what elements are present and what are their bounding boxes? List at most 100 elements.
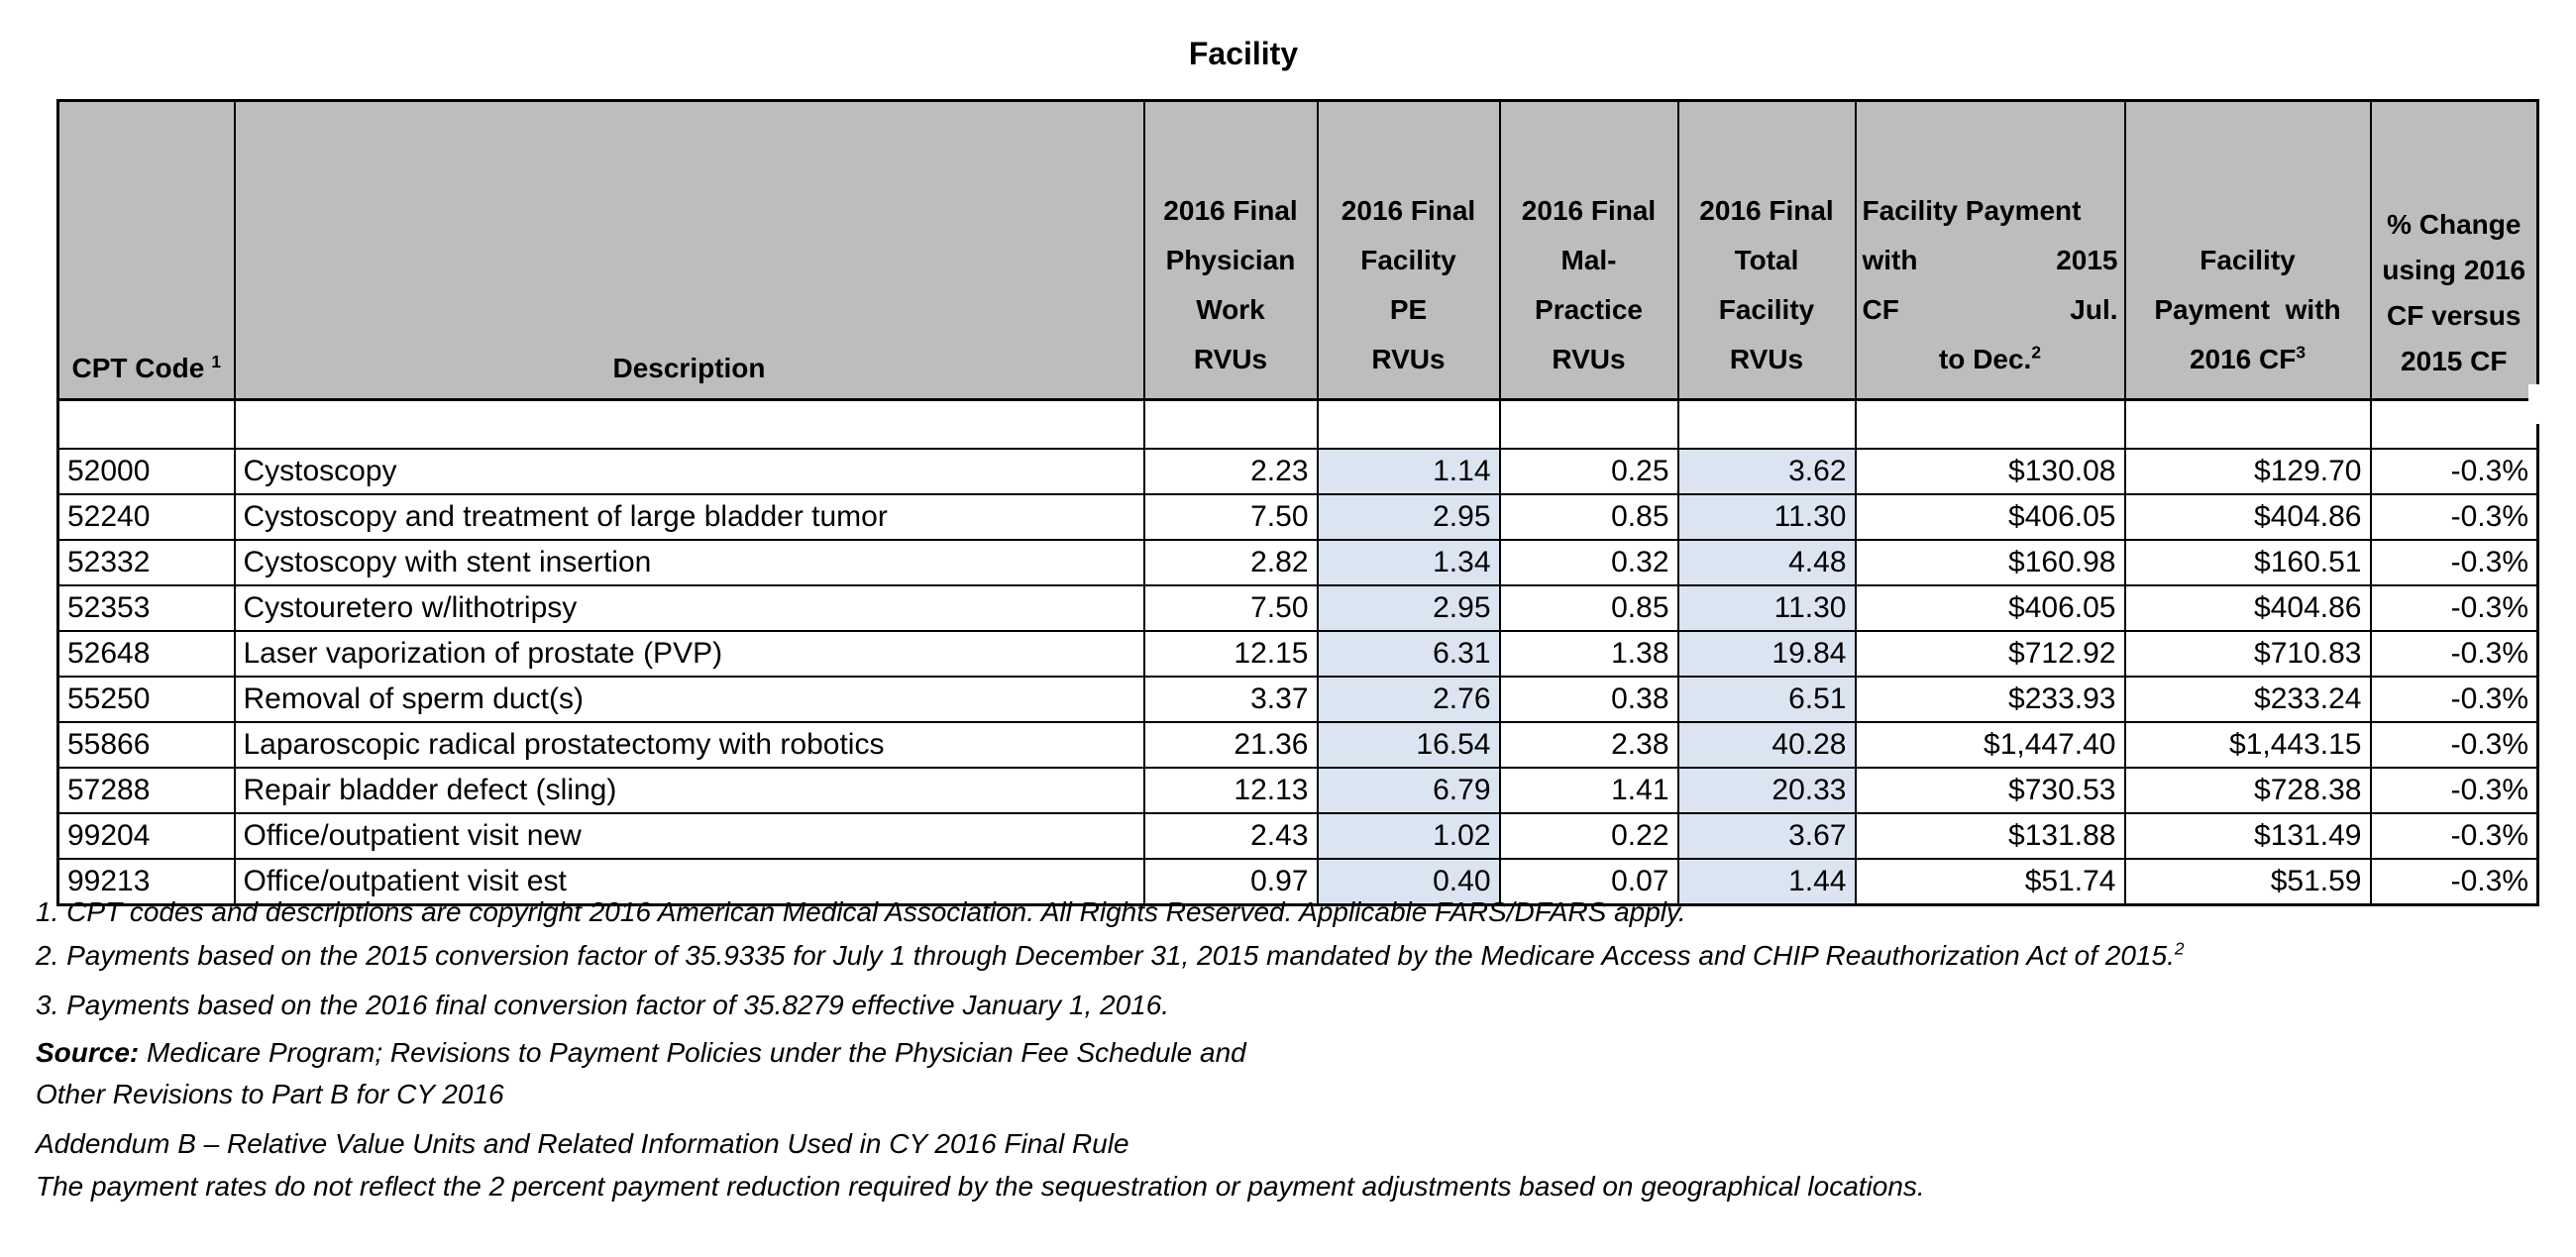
cell-cpt: 57288 <box>56 767 236 814</box>
header-payment-2015cf-line4-text: to Dec. <box>1938 344 2032 374</box>
cell-payment-2015cf: $730.53 <box>1854 767 2126 814</box>
cell-cpt: 55866 <box>56 721 236 769</box>
cell-payment-2016cf: $710.83 <box>2123 630 2372 678</box>
cell-cpt: 52648 <box>56 630 236 678</box>
cell-pct-change: -0.3% <box>2369 858 2539 906</box>
cell-pct-change: -0.3% <box>2369 493 2539 541</box>
cell-payment-2016cf: $129.70 <box>2123 448 2372 495</box>
cell-pe-rvus: 1.14 <box>1316 448 1501 495</box>
cell-work-rvus: 2.82 <box>1142 539 1319 586</box>
cell-description: Repair bladder defect (sling) <box>233 767 1145 814</box>
cell-pe-rvus: 6.79 <box>1316 767 1501 814</box>
spacer-cell <box>56 398 236 450</box>
cell-cpt: 52240 <box>56 493 236 541</box>
header-payment-2015cf-line1: Facility Payment <box>1862 195 2082 226</box>
cell-work-rvus: 0.97 <box>1142 858 1319 906</box>
cell-payment-2016cf: $404.86 <box>2123 493 2372 541</box>
header-cpt-label: CPT Code <box>71 353 205 383</box>
header-payment-2015cf-line2-left: with <box>1862 245 1918 275</box>
header-row: CPT Code 1 Description 2016 Final Physici… <box>56 99 2539 401</box>
addendum-note: Addendum B – Relative Value Units and Re… <box>36 1128 1129 1159</box>
header-payment-2016cf-lines: Facility Payment with 2016 CF <box>2154 245 2341 374</box>
cell-pe-rvus: 2.76 <box>1316 676 1501 723</box>
cell-malpractice-rvus: 0.85 <box>1498 584 1679 632</box>
cell-pct-change: -0.3% <box>2369 539 2539 586</box>
header-total-rvus-text: 2016 Final Total Facility RVUs <box>1699 195 1834 374</box>
table-row: 52332 Cystoscopy with stent insertion 2.… <box>56 539 2539 586</box>
table-row: 55866 Laparoscopic radical prostatectomy… <box>56 721 2539 769</box>
cell-pct-change: -0.3% <box>2369 584 2539 632</box>
cell-pct-change: -0.3% <box>2369 676 2539 723</box>
cell-pe-rvus: 0.40 <box>1316 858 1501 906</box>
source-note-line2: Other Revisions to Part B for CY 2016 <box>36 1079 504 1109</box>
cell-payment-2016cf: $233.24 <box>2123 676 2372 723</box>
header-work-rvus-text: 2016 Final Physician Work RVUs <box>1163 195 1298 374</box>
cell-pe-rvus: 1.34 <box>1316 539 1501 586</box>
cell-work-rvus: 12.15 <box>1142 630 1319 678</box>
cell-description: Cystouretero w/lithotripsy <box>233 584 1145 632</box>
cell-pct-change: -0.3% <box>2369 812 2539 860</box>
payment-note: The payment rates do not reflect the 2 p… <box>36 1171 1925 1202</box>
cell-cpt: 52000 <box>56 448 236 495</box>
cell-payment-2016cf: $404.86 <box>2123 584 2372 632</box>
header-payment-2015cf-line3-right: Jul. <box>2070 294 2118 325</box>
cell-malpractice-rvus: 0.32 <box>1498 539 1679 586</box>
spacer-cell <box>1498 398 1679 450</box>
source-text: Medicare Program; Revisions to Payment P… <box>139 1037 1246 1068</box>
cell-total-rvus: 11.30 <box>1676 493 1857 541</box>
header-payment-2016cf-superscript: 3 <box>2296 342 2307 363</box>
cell-description: Cystoscopy and treatment of large bladde… <box>233 493 1145 541</box>
cell-description: Office/outpatient visit est <box>233 858 1145 906</box>
header-pe-rvus: 2016 Final Facility PE RVUs <box>1316 99 1501 401</box>
header-pct-change: % Change using 2016 CF versus 2015 CF <box>2369 99 2539 401</box>
footnotes-block: 1. CPT codes and descriptions are copyri… <box>36 894 2552 1205</box>
cell-malpractice-rvus: 1.41 <box>1498 767 1679 814</box>
cell-payment-2015cf: $51.74 <box>1854 858 2126 906</box>
cell-pct-change: -0.3% <box>2369 767 2539 814</box>
footnote-3: 3. Payments based on the 2016 final conv… <box>36 990 1170 1020</box>
cell-cpt: 52332 <box>56 539 236 586</box>
cell-pe-rvus: 6.31 <box>1316 630 1501 678</box>
cell-payment-2016cf: $160.51 <box>2123 539 2372 586</box>
header-payment-2015cf-line3-left: CF <box>1862 294 1899 325</box>
cell-total-rvus: 4.48 <box>1676 539 1857 586</box>
cell-work-rvus: 7.50 <box>1142 493 1319 541</box>
facility-table: CPT Code 1 Description 2016 Final Physici… <box>56 99 2539 906</box>
cell-pe-rvus: 2.95 <box>1316 493 1501 541</box>
header-cpt-code: CPT Code 1 <box>56 99 236 401</box>
header-payment-2015cf-line2: with 2015 <box>1863 236 2118 285</box>
header-malpractice-rvus: 2016 Final Mal- Practice RVUs <box>1498 99 1679 401</box>
source-label: Source: <box>36 1037 140 1068</box>
cell-payment-2015cf: $160.98 <box>1854 539 2126 586</box>
header-payment-2015cf-line3: CF Jul. <box>1863 285 2118 335</box>
cell-work-rvus: 3.37 <box>1142 676 1319 723</box>
cell-total-rvus: 3.67 <box>1676 812 1857 860</box>
spacer-cell <box>2123 398 2372 450</box>
cell-description: Cystoscopy with stent insertion <box>233 539 1145 586</box>
cell-malpractice-rvus: 0.07 <box>1498 858 1679 906</box>
cell-total-rvus: 11.30 <box>1676 584 1857 632</box>
page-title: Facility <box>1188 36 1299 71</box>
header-payment-2015cf: Facility Payment with 2015 CF Jul. to Dec.… <box>1854 99 2126 401</box>
spacer-cell <box>1854 398 2126 450</box>
cell-work-rvus: 2.23 <box>1142 448 1319 495</box>
cell-description: Office/outpatient visit new <box>233 812 1145 860</box>
cell-payment-2015cf: $406.05 <box>1854 493 2126 541</box>
table-row: 57288 Repair bladder defect (sling) 12.1… <box>56 767 2539 814</box>
header-payment-2016cf-text: Facility Payment with 2016 CF3 <box>2132 236 2364 384</box>
spacer-cell <box>1676 398 1857 450</box>
header-cpt-superscript: 1 <box>211 351 221 371</box>
cell-work-rvus: 21.36 <box>1142 721 1319 769</box>
footnote-2: 2. Payments based on the 2015 conversion… <box>36 938 2552 974</box>
cell-total-rvus: 19.84 <box>1676 630 1857 678</box>
table-row: 52648 Laser vaporization of prostate (PV… <box>56 630 2539 678</box>
header-payment-2015cf-line4: to Dec.2 <box>1863 335 2118 384</box>
cell-malpractice-rvus: 1.38 <box>1498 630 1679 678</box>
cell-malpractice-rvus: 2.38 <box>1498 721 1679 769</box>
cell-total-rvus: 6.51 <box>1676 676 1857 723</box>
cell-payment-2016cf: $51.59 <box>2123 858 2372 906</box>
cell-payment-2016cf: $728.38 <box>2123 767 2372 814</box>
spacer-cell <box>233 398 1145 450</box>
table-row: 52000 Cystoscopy 2.23 1.14 0.25 3.62 $13… <box>56 448 2539 495</box>
table-row: 52240 Cystoscopy and treatment of large … <box>56 493 2539 541</box>
